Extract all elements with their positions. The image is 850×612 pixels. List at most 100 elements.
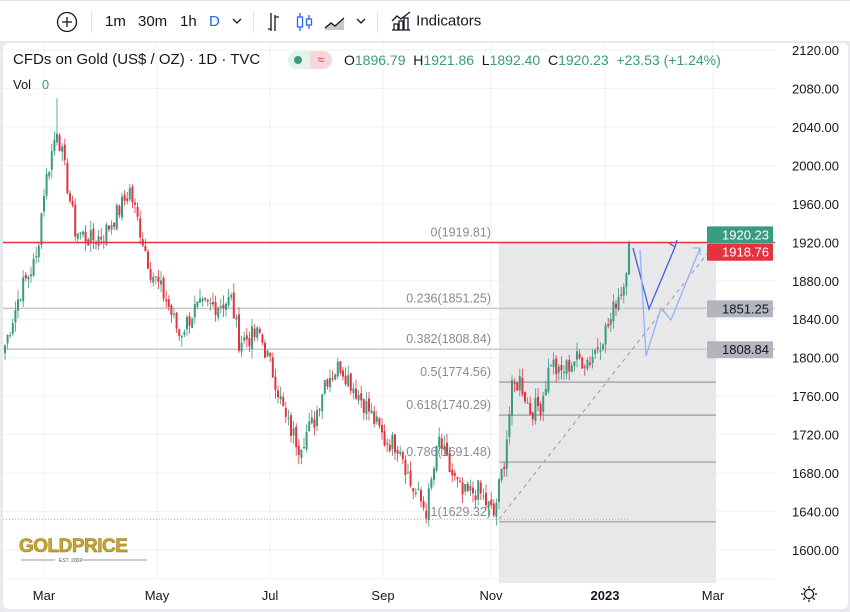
- candle-body: [495, 502, 498, 517]
- candle-body: [482, 495, 485, 497]
- interval-1h[interactable]: 1h: [180, 13, 197, 30]
- plus-circle-icon[interactable]: [56, 11, 78, 33]
- fib-price-tag-bg: [707, 341, 773, 359]
- fib-level-label: 0.5(1774.56): [420, 365, 491, 379]
- candle-body: [573, 361, 576, 366]
- market-status-badge[interactable]: ≈: [288, 51, 332, 69]
- candle-body: [58, 135, 61, 151]
- candle-body: [628, 242, 630, 275]
- price-chart[interactable]: 0(1919.81) 0.236(1851.25) 0.382(1808.84) 0.…: [3, 43, 848, 609]
- price-axis-tick: 1920.00: [792, 235, 839, 250]
- time-axis-tick: Mar: [702, 588, 725, 603]
- candle-body: [212, 301, 214, 305]
- candle-body: [435, 445, 438, 471]
- projection-arrow-dark: [632, 246, 676, 312]
- candle-body: [248, 338, 251, 347]
- candle-body: [373, 411, 376, 424]
- candle-body: [71, 201, 74, 206]
- time-axis-tick: 2023: [591, 588, 620, 603]
- candle-body: [568, 360, 571, 372]
- candle-body: [35, 256, 38, 258]
- candle-body: [113, 222, 116, 227]
- price-axis-tick: 1640.00: [792, 505, 839, 520]
- candle-body: [334, 374, 337, 380]
- candle-body: [32, 258, 35, 276]
- candle-body: [19, 299, 22, 301]
- candle-body: [552, 359, 555, 368]
- candle-body: [292, 428, 295, 436]
- indicators-label: Indicators: [416, 12, 482, 30]
- candle-body: [147, 251, 149, 269]
- candle-body: [448, 453, 451, 472]
- candle-body: [446, 442, 448, 455]
- fib-price-tag: 1851.25: [722, 301, 769, 316]
- candle-chart-icon[interactable]: [296, 11, 314, 33]
- time-axis-tick: May: [145, 588, 170, 603]
- candle-body: [609, 319, 612, 325]
- candle-body: [27, 276, 30, 280]
- interval-30m[interactable]: 30m: [138, 13, 168, 30]
- candle-body: [344, 375, 347, 385]
- area-chart-icon[interactable]: [324, 13, 346, 31]
- candle-body: [396, 449, 399, 454]
- candle-body: [313, 419, 316, 428]
- divider: [91, 11, 92, 33]
- candle-body: [240, 342, 243, 352]
- candle-body: [170, 305, 173, 316]
- candle-body: [84, 231, 87, 242]
- settings-sun-icon[interactable]: [800, 585, 818, 603]
- candle-body: [74, 204, 77, 237]
- chevron-down-icon[interactable]: [355, 17, 367, 25]
- candle-body: [219, 306, 222, 308]
- open-label: O: [344, 52, 355, 68]
- candle-body: [178, 329, 181, 336]
- chart-panel[interactable]: 0(1919.81) 0.236(1851.25) 0.382(1808.84) 0.…: [3, 43, 848, 609]
- candle-body: [222, 304, 225, 309]
- fib-level-label: 0.382(1808.84): [406, 332, 491, 346]
- candle-body: [323, 380, 326, 394]
- candle-body: [204, 298, 207, 300]
- candle-body: [625, 273, 628, 287]
- candle-body: [24, 274, 27, 279]
- candle-body: [329, 378, 331, 388]
- interval-1m[interactable]: 1m: [105, 13, 126, 30]
- candle-body: [378, 418, 381, 426]
- price-axis-tick: 2000.00: [792, 158, 839, 173]
- candle-body: [201, 298, 204, 302]
- candle-body: [282, 397, 285, 406]
- candle-body: [131, 186, 134, 203]
- candle-body: [173, 313, 175, 315]
- candle-body: [4, 345, 6, 354]
- candle-body: [529, 403, 532, 415]
- candle-body: [414, 492, 417, 495]
- bar-chart-icon[interactable]: [266, 11, 284, 33]
- candle-body: [622, 286, 625, 296]
- candle-body: [531, 412, 534, 420]
- candle-body: [318, 409, 321, 411]
- candle-body: [235, 317, 238, 320]
- candle-body: [6, 334, 9, 344]
- price-axis-tick: 1880.00: [792, 274, 839, 289]
- candle-body: [547, 367, 550, 392]
- candle-body: [503, 466, 506, 470]
- candle-body: [183, 331, 186, 335]
- candle-body: [61, 146, 64, 152]
- interval-d[interactable]: D: [209, 13, 220, 30]
- indicators-button[interactable]: Indicators: [390, 10, 481, 32]
- candle-body: [152, 277, 155, 283]
- volume-legend[interactable]: Vol 0: [13, 77, 49, 92]
- candle-body: [17, 299, 19, 311]
- candle-body: [412, 488, 415, 492]
- candle-body: [167, 299, 170, 308]
- candle-body: [453, 472, 456, 476]
- candle-body: [105, 224, 108, 245]
- symbol-title[interactable]: CFDs on Gold (US$ / OZ) · 1D · TVC: [13, 51, 261, 68]
- candle-body: [563, 372, 565, 374]
- candle-body: [490, 499, 493, 506]
- candle-body: [134, 202, 136, 205]
- chevron-down-icon[interactable]: [231, 17, 243, 25]
- fib-retracement-area: [499, 242, 716, 583]
- market-open-dot-icon: [294, 56, 302, 64]
- candle-body: [180, 335, 183, 338]
- candle-body: [139, 218, 142, 238]
